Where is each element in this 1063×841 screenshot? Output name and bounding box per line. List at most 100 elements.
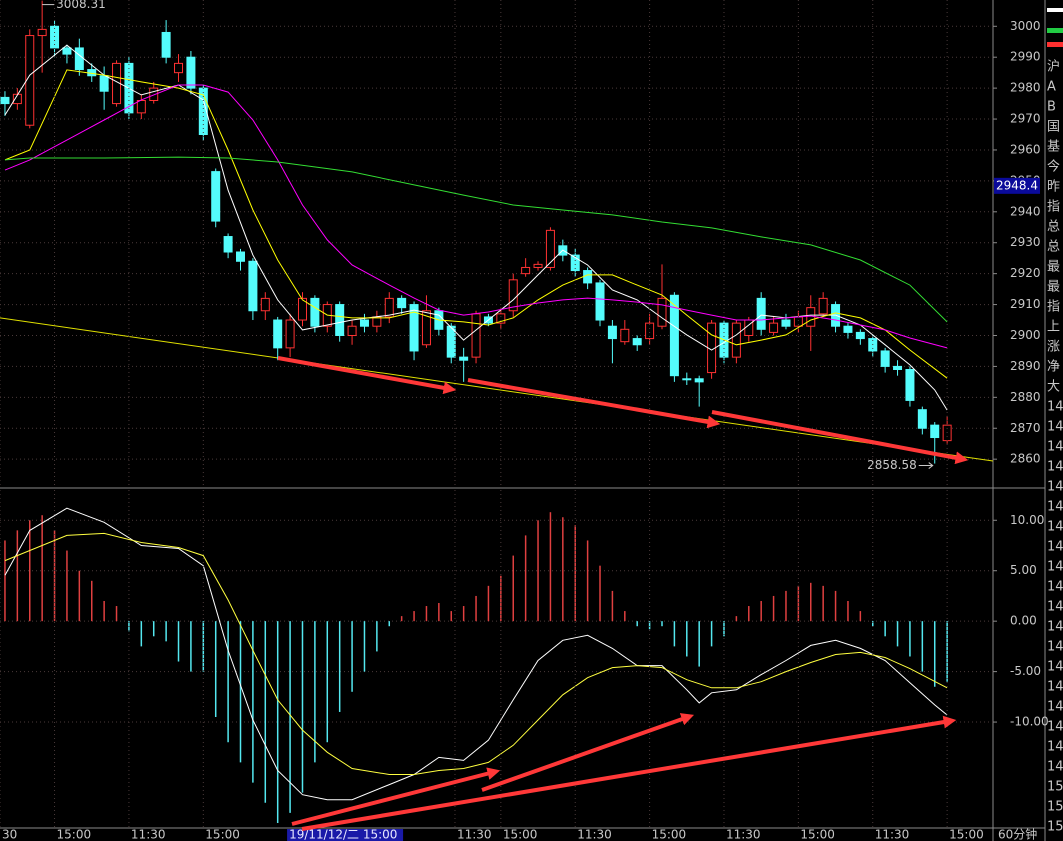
series-line: [4, 44, 948, 411]
candle-body: [25, 35, 35, 126]
series-line: [4, 156, 948, 323]
candle-body: [186, 56, 196, 89]
y-tick-label: -10.00: [1010, 715, 1049, 729]
candle-body: [384, 297, 394, 318]
candle-body: [595, 282, 605, 321]
side-panel-label: 沪: [1047, 59, 1060, 75]
x-tick-label: 11:30: [577, 828, 612, 841]
candle-body: [37, 28, 47, 37]
side-panel-label: 总: [1047, 220, 1060, 235]
x-tick-label: 11:30: [726, 828, 761, 841]
candle-body: [459, 356, 469, 361]
side-panel-label: 14: [1047, 420, 1063, 435]
period-label: 60分钟: [998, 827, 1037, 841]
candle-body: [260, 297, 270, 312]
x-tick-label: 15:00: [57, 828, 92, 841]
trend-arrows: [277, 356, 969, 831]
candle-body: [74, 47, 84, 71]
arrow: [711, 410, 969, 465]
series-line: [4, 507, 948, 801]
arrow: [301, 715, 957, 831]
x-tick-label: 30: [2, 828, 17, 841]
y-tick-label: 2920: [1010, 266, 1041, 280]
candle-body: [397, 297, 407, 309]
candle-body: [285, 319, 295, 349]
candle-body: [273, 319, 283, 349]
candle-body: [421, 310, 431, 346]
side-panel-label: 14: [1047, 560, 1063, 575]
side-panel-label: 最: [1047, 260, 1060, 275]
candle-body: [583, 270, 593, 284]
annotation-arrow: [918, 462, 934, 469]
candle-body: [570, 254, 580, 272]
y-tick-label: 2880: [1010, 390, 1041, 404]
candle-body: [632, 338, 642, 346]
cursor-label: 19/11/12/二 15:00: [289, 828, 397, 841]
legend-stub: [1047, 8, 1063, 12]
legend-stub: [1047, 42, 1063, 47]
candle-body: [930, 424, 940, 439]
candle-body: [136, 99, 146, 114]
side-panel-label: 14: [1047, 480, 1063, 495]
y-tick-label: 2980: [1010, 81, 1041, 95]
side-panel-label: 15: [1047, 780, 1063, 795]
y-tick-label: 2960: [1010, 142, 1041, 156]
side-panel-label: 昨: [1047, 180, 1060, 195]
candle-body: [682, 378, 692, 381]
y-tick-label: 10.00: [1010, 513, 1044, 527]
x-tick-label: 15:00: [205, 828, 240, 841]
side-panel-label: 14: [1047, 740, 1063, 755]
y-tick-label: 2930: [1010, 235, 1041, 249]
candle-body: [99, 75, 109, 92]
candle-body: [62, 47, 72, 55]
annotation: 2858.58: [867, 458, 917, 472]
side-panel-label: 今: [1047, 159, 1060, 175]
x-tick-label: 11:30: [875, 828, 910, 841]
side-panel-label: 14: [1047, 460, 1063, 475]
cursor-box: [287, 829, 404, 841]
arrow: [481, 713, 695, 792]
y-tick-label: 2990: [1010, 50, 1041, 64]
side-panel-label: 15: [1047, 820, 1063, 835]
candle-body: [855, 331, 865, 340]
candle-body: [446, 325, 456, 358]
candle-body: [818, 297, 828, 315]
candle-body: [174, 62, 184, 74]
side-panel-label: 14: [1047, 680, 1063, 695]
side-panel-label: 总: [1047, 240, 1060, 255]
y-tick-label: 0.00: [1010, 614, 1037, 628]
candle-body: [607, 325, 617, 340]
side-panel-label: 14: [1047, 660, 1063, 675]
y-tick-label: 2860: [1010, 452, 1041, 466]
candle-body: [843, 325, 853, 333]
side-panel-label: 14: [1047, 720, 1063, 735]
x-tick-label: 11:30: [131, 828, 166, 841]
y-tick-label: -5.00: [1010, 664, 1041, 678]
series-line: [4, 69, 948, 379]
candle-body: [893, 365, 903, 371]
side-panel-label: 净: [1047, 360, 1060, 375]
candle-body: [545, 229, 555, 268]
annotation: 3008.31: [56, 0, 106, 11]
arrow: [467, 378, 721, 429]
side-panel-label: 上: [1047, 320, 1060, 335]
side-panel-label: 15: [1047, 800, 1063, 815]
y-tick-label: 2900: [1010, 328, 1041, 342]
side-panel-label: 基: [1047, 140, 1060, 155]
x-tick-label: 15:00: [800, 828, 835, 841]
candle-body: [657, 297, 667, 327]
candle-body: [236, 251, 246, 262]
candle-body: [211, 171, 221, 222]
candle-body: [694, 378, 704, 383]
candle-body: [521, 266, 531, 275]
candle-body: [880, 350, 890, 367]
candle-body: [781, 319, 791, 327]
x-tick-label: 11:30: [457, 828, 492, 841]
side-panel-label: 14: [1047, 400, 1063, 415]
side-panel-label: 14: [1047, 540, 1063, 555]
candle-body: [50, 25, 60, 49]
side-panel-label: 14: [1047, 580, 1063, 595]
series-line: [0, 317, 993, 462]
